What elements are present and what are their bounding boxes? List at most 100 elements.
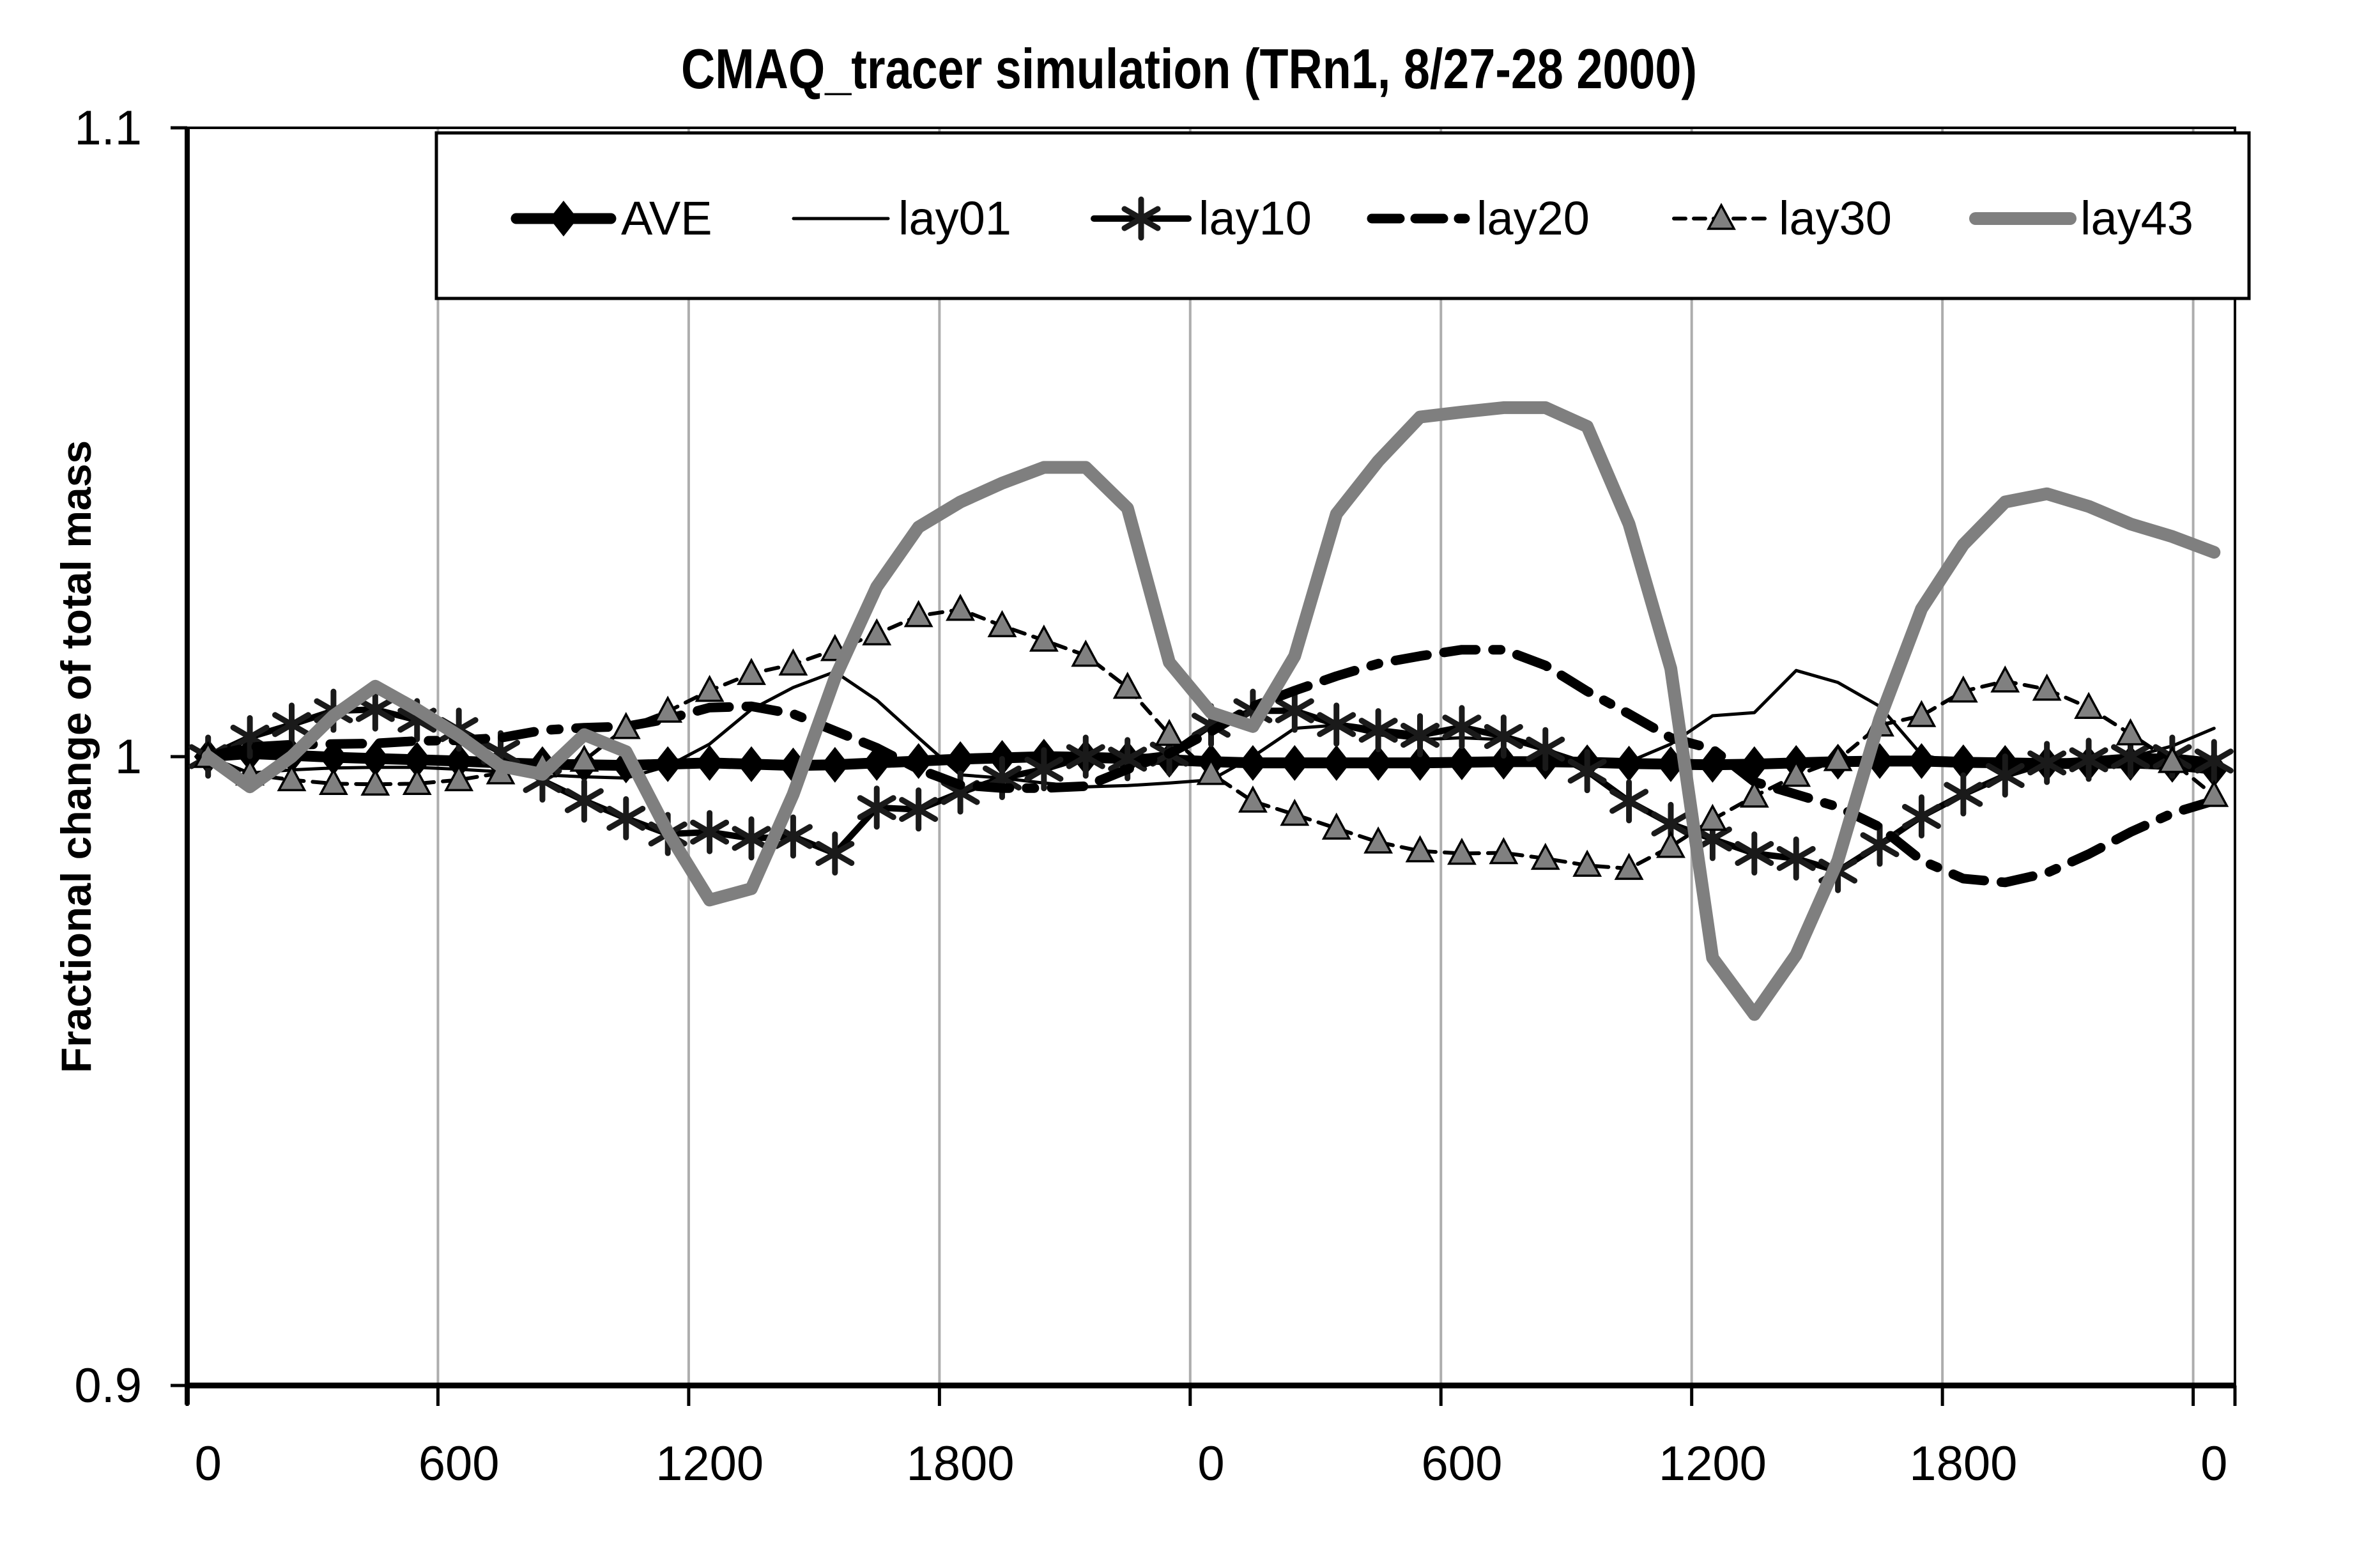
- diamond-marker: [1364, 745, 1393, 781]
- diamond-marker: [1615, 745, 1643, 782]
- chart-title: CMAQ_tracer simulation (TRn1, 8/27-28 20…: [681, 37, 1697, 100]
- diamond-marker: [1322, 745, 1351, 781]
- x-tick-label: 600: [1422, 1437, 1503, 1491]
- plot-frame: [171, 126, 2237, 1406]
- legend-asterisk-marker: [1121, 196, 1161, 241]
- triangle-marker: [1698, 803, 1728, 831]
- triangle-marker: [611, 712, 641, 739]
- triangle-marker: [1489, 837, 1519, 865]
- asterisk-marker: [1358, 708, 1398, 753]
- legend-triangle-marker: [1707, 203, 1736, 230]
- x-tick-label: 0: [2200, 1437, 2227, 1491]
- triangle-marker: [2032, 674, 2062, 701]
- triangle-marker: [737, 658, 766, 685]
- asterisk-marker: [355, 687, 395, 732]
- triangle-marker: [402, 768, 432, 796]
- asterisk-marker: [2069, 737, 2108, 782]
- triangle-marker: [1280, 798, 1310, 826]
- legend-label: lay01: [898, 192, 1011, 245]
- triangle-marker: [903, 599, 933, 628]
- triangle-marker: [1447, 837, 1477, 865]
- triangle-marker: [360, 768, 390, 796]
- triangle-marker: [2115, 718, 2146, 746]
- asterisk-marker: [1066, 734, 1105, 779]
- asterisk-marker: [690, 810, 730, 854]
- triangle-marker: [569, 745, 599, 772]
- diamond-marker: [1280, 745, 1309, 781]
- diamond-marker: [1447, 744, 1476, 780]
- triangle-marker: [1363, 826, 1393, 854]
- triangle-marker: [318, 768, 348, 796]
- triangle-marker: [1656, 831, 1685, 858]
- diamond-marker: [1907, 743, 1936, 779]
- asterisk-marker: [1401, 713, 1440, 758]
- asterisk-marker: [1985, 753, 2025, 798]
- triangle-marker: [1739, 780, 1769, 808]
- series-line-lay20: [203, 645, 2219, 888]
- triangle-marker: [695, 674, 725, 702]
- asterisk-marker: [940, 770, 980, 815]
- diamond-marker: [654, 746, 682, 782]
- triangle-marker: [987, 610, 1017, 638]
- legend-item-lay43: lay43: [1969, 192, 2193, 245]
- legend-box: [434, 131, 2251, 300]
- asterisk-marker: [564, 778, 604, 823]
- triangle-marker: [1155, 718, 1185, 746]
- asterisk-marker: [2027, 741, 2067, 785]
- x-tick-label: 0: [195, 1437, 222, 1491]
- triangle-marker: [1405, 835, 1435, 863]
- x-tick-label: 1800: [1909, 1437, 2017, 1491]
- asterisk-marker: [1901, 794, 1941, 838]
- diamond-marker: [1238, 745, 1267, 781]
- triangle-marker: [2199, 780, 2229, 807]
- legend-label: lay20: [1477, 192, 1590, 245]
- triangle-marker: [2157, 746, 2187, 773]
- triangle-marker: [1990, 665, 2020, 693]
- asterisk-marker: [272, 702, 312, 747]
- asterisk-marker: [1567, 749, 1607, 794]
- legend-diamond-marker: [549, 201, 578, 236]
- triangle-marker: [946, 594, 975, 621]
- triangle-marker: [653, 695, 683, 723]
- asterisk-marker: [815, 831, 855, 876]
- asterisk-marker: [1484, 714, 1523, 759]
- asterisk-marker: [857, 785, 896, 830]
- triangle-marker: [2074, 691, 2104, 719]
- series-layer: [188, 401, 2234, 1021]
- asterisk-marker: [1024, 747, 1064, 792]
- y-tick-label: 0.9: [74, 1359, 142, 1413]
- y-tick-label: 1.1: [74, 101, 142, 155]
- legend-item-ave: AVE: [511, 192, 712, 245]
- axis-labels: 1.1 1 0.9 0 600 1200 1800 0 600 1200 1800 0: [74, 101, 2227, 1491]
- asterisk-marker: [1776, 836, 1816, 881]
- legend-item-lay30: lay30: [1672, 192, 1892, 245]
- x-tick-label: 1200: [656, 1437, 764, 1491]
- x-tick-label: 600: [418, 1437, 500, 1491]
- legend-label: lay10: [1199, 192, 1312, 245]
- diamond-marker: [1489, 743, 1518, 780]
- asterisk-marker: [1275, 688, 1314, 733]
- triangle-marker: [1781, 759, 1811, 787]
- triangle-marker: [1112, 672, 1142, 699]
- triangle-marker: [1321, 812, 1351, 840]
- triangle-marker: [1614, 853, 1644, 880]
- y-axis-title: Fractional change of total mass: [52, 440, 100, 1073]
- asterisk-marker: [732, 816, 771, 861]
- legend-item-lay20: lay20: [1367, 192, 1590, 245]
- asterisk-marker: [1442, 705, 1482, 750]
- legend-label: lay43: [2080, 192, 2193, 245]
- diamond-marker: [820, 746, 849, 783]
- legend-label: lay30: [1779, 192, 1892, 245]
- asterisk-marker: [899, 787, 939, 832]
- triangle-marker: [778, 648, 808, 676]
- asterisk-marker: [606, 796, 646, 840]
- y-tick-label: 1: [115, 730, 142, 784]
- diamond-marker: [1406, 745, 1434, 781]
- triangle-marker: [1530, 842, 1560, 870]
- asterisk-marker: [1317, 702, 1356, 747]
- triangle-marker: [1572, 849, 1602, 877]
- series-line-lay43: [201, 401, 2221, 1021]
- triangle-marker: [1907, 700, 1937, 727]
- diamond-marker: [737, 746, 766, 782]
